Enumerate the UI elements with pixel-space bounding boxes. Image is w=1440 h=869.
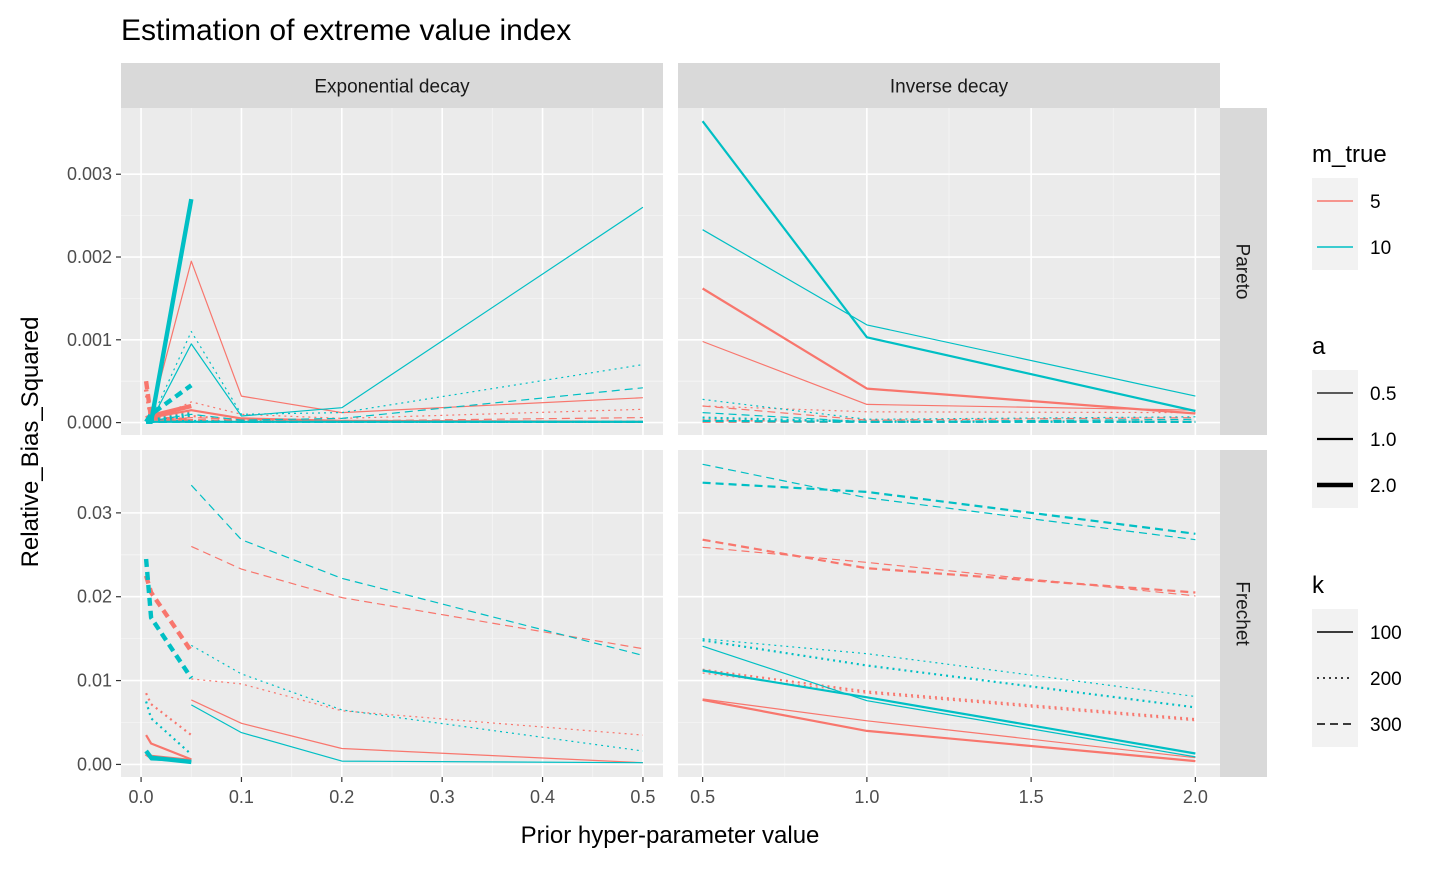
facet-strip-col-1 [678,63,1220,108]
legend-title: m_true [1312,141,1387,168]
legend-label: 100 [1370,623,1402,644]
series-line-22 [702,405,1196,421]
series-line-53 [702,639,1196,709]
series-line-31 [145,734,192,761]
y-tick-label: 0.00 [77,754,112,774]
facet-strip-row-label-0: Pareto [1232,244,1253,300]
series-line-55 [702,481,1196,535]
panel-0-1 [678,108,1220,435]
series-line-35 [191,545,644,650]
x-tick-label: 0.4 [530,787,555,807]
series-line-30 [191,699,643,764]
x-tick-label: 1.0 [854,787,879,807]
series-line-28 [702,412,1196,423]
series-line-44 [702,698,1196,759]
y-tick-label: 0.003 [67,164,112,184]
series-line-54 [702,463,1196,541]
y-axis-title: Relative_Bias_Squared [17,317,44,568]
y-tick-label: 0.02 [77,587,112,607]
series-line-33 [191,678,643,736]
legend-label: 0.5 [1370,384,1396,405]
series-line-51 [702,669,1196,755]
y-tick-label: 0.002 [67,247,112,267]
legend-group-a: a 0.5 1.0 2.0 [1312,333,1396,508]
x-tick-label: 2.0 [1183,787,1208,807]
series-line-17 [144,383,193,424]
series-line-26 [702,398,1196,420]
series-line-43 [143,558,194,680]
legend-group-k: k 100 200 300 [1312,572,1402,747]
y-tick-label: 0.000 [67,413,112,433]
panels: Exponential decay Inverse decay Pareto Frec… [67,63,1267,807]
series-line-19 [702,287,1196,415]
x-tick-label: 0.3 [430,787,455,807]
facet-strip-row-1 [1220,450,1267,777]
facet-strip-col-0 [121,63,663,108]
series-line-20 [702,405,1196,414]
y-tick-label: 0.03 [77,503,112,523]
series-line-49 [702,538,1196,594]
series-line-39 [144,749,192,765]
series-line-29 [702,419,1196,423]
series-line-45 [702,698,1196,763]
x-tick-label: 0.5 [690,787,715,807]
facet-strip-col-label-0: Exponential decay [314,77,470,98]
x-tick-label: 0.5 [630,787,655,807]
series-line-48 [702,546,1196,597]
facet-strip-col-label-1: Inverse decay [890,77,1009,98]
x-axis-title: Prior hyper-parameter value [521,822,820,849]
x-tick-label: 0.1 [229,787,254,807]
series-line-25 [701,120,1196,413]
x-tick-label: 1.5 [1019,787,1044,807]
legend-label: 200 [1370,669,1402,690]
facet-strip-row-0 [1220,108,1267,435]
y-tick-label: 0.001 [67,330,112,350]
legend-title: k [1312,572,1325,599]
series-line-47 [702,668,1196,721]
x-tick-label: 0.0 [129,787,154,807]
legend-group-m_true: m_true 5 10 [1312,141,1391,270]
panel-1-1: 0.5 1.0 1.5 2.0 [678,450,1220,807]
series-line-52 [702,638,1196,698]
y-tick-label: 0.01 [77,671,112,691]
chart-title: Estimation of extreme value index [121,14,571,47]
legend-label: 2.0 [1370,476,1396,497]
facet-strip-row-label-1: Frechet [1232,581,1253,646]
panel-0-0: 0.000 0.001 0.002 0.003 [67,108,663,435]
series-line-18 [702,340,1196,411]
series-line-50 [702,645,1196,758]
legend: m_true 5 10 a 0.5 1.0 2.0 k 100 200 300 [1312,141,1402,747]
legend-label: 10 [1370,238,1391,259]
series-line-37 [191,704,643,764]
series-line-24 [702,229,1196,397]
series-line-27 [702,416,1196,423]
legend-label: 1.0 [1370,430,1396,451]
panel-1-0: 0.00 0.01 0.02 0.03 0.0 0.1 0.2 0.3 0.4 0.5 [77,450,663,807]
legend-label: 5 [1370,192,1381,213]
series-line-12 [145,330,643,423]
legend-title: a [1312,333,1326,360]
legend-label: 300 [1370,715,1402,736]
x-tick-label: 0.2 [329,787,354,807]
